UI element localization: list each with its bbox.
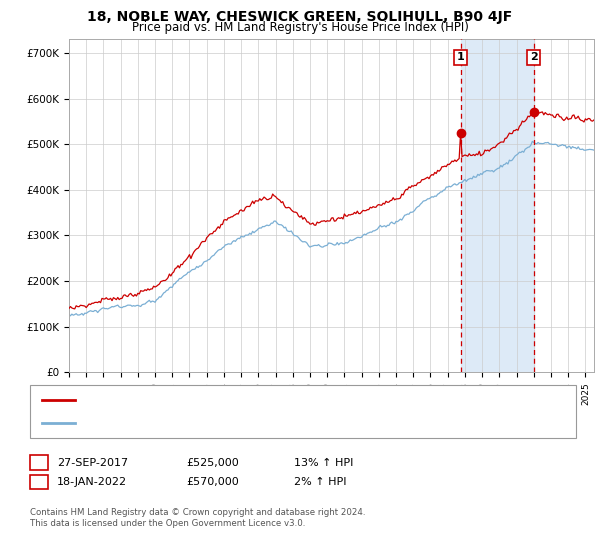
Text: 2: 2 <box>530 53 538 63</box>
Text: 18, NOBLE WAY, CHESWICK GREEN, SOLIHULL, B90 4JF (detached house): 18, NOBLE WAY, CHESWICK GREEN, SOLIHULL,… <box>81 395 445 405</box>
Text: 18, NOBLE WAY, CHESWICK GREEN, SOLIHULL, B90 4JF: 18, NOBLE WAY, CHESWICK GREEN, SOLIHULL,… <box>88 10 512 24</box>
Text: £525,000: £525,000 <box>186 458 239 468</box>
Text: 13% ↑ HPI: 13% ↑ HPI <box>294 458 353 468</box>
Text: 2% ↑ HPI: 2% ↑ HPI <box>294 477 347 487</box>
Text: 1: 1 <box>457 53 464 63</box>
Bar <box>461 39 534 372</box>
Text: 27-SEP-2017: 27-SEP-2017 <box>57 458 128 468</box>
Text: 1: 1 <box>35 458 43 468</box>
Text: Price paid vs. HM Land Registry's House Price Index (HPI): Price paid vs. HM Land Registry's House … <box>131 21 469 34</box>
Text: 18-JAN-2022: 18-JAN-2022 <box>57 477 127 487</box>
Text: HPI: Average price, detached house, Solihull: HPI: Average price, detached house, Soli… <box>81 418 302 428</box>
Text: £570,000: £570,000 <box>186 477 239 487</box>
Text: 2: 2 <box>35 477 43 487</box>
Text: Contains HM Land Registry data © Crown copyright and database right 2024.
This d: Contains HM Land Registry data © Crown c… <box>30 508 365 528</box>
